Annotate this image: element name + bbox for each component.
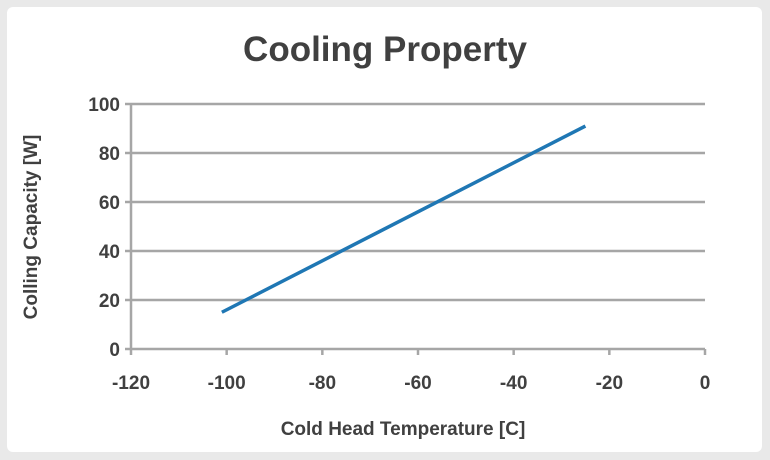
x-tick-label-2: -80 xyxy=(309,373,336,394)
y-tick-label-5: 100 xyxy=(88,95,120,116)
series-line-0 xyxy=(221,124,587,314)
grid-lines xyxy=(131,102,705,302)
y-tick-label-4: 80 xyxy=(99,144,120,165)
tick-labels: 0 20 40 60 80 100 -120 -100 -80 -60 -40 -20 0 xyxy=(88,95,710,394)
y-tick-label-3: 60 xyxy=(99,193,120,214)
chart-title: Cooling Property xyxy=(243,30,527,69)
series-layer xyxy=(221,124,587,314)
x-axis-label: Cold Head Temperature [C] xyxy=(281,419,526,440)
x-tick-label-5: -20 xyxy=(596,373,623,394)
x-tick-label-3: -60 xyxy=(404,373,431,394)
y-tick-label-2: 40 xyxy=(99,242,120,263)
x-tick-label-1: -100 xyxy=(208,373,246,394)
y-tick-label-0: 0 xyxy=(109,340,120,361)
x-tick-label-6: 0 xyxy=(700,373,711,394)
y-tick-label-1: 20 xyxy=(99,291,120,312)
x-tick-label-4: -40 xyxy=(500,373,527,394)
axes xyxy=(125,102,707,355)
y-axis-label: Colling Capacity [W] xyxy=(21,135,42,320)
x-tick-label-0: -120 xyxy=(112,373,150,394)
